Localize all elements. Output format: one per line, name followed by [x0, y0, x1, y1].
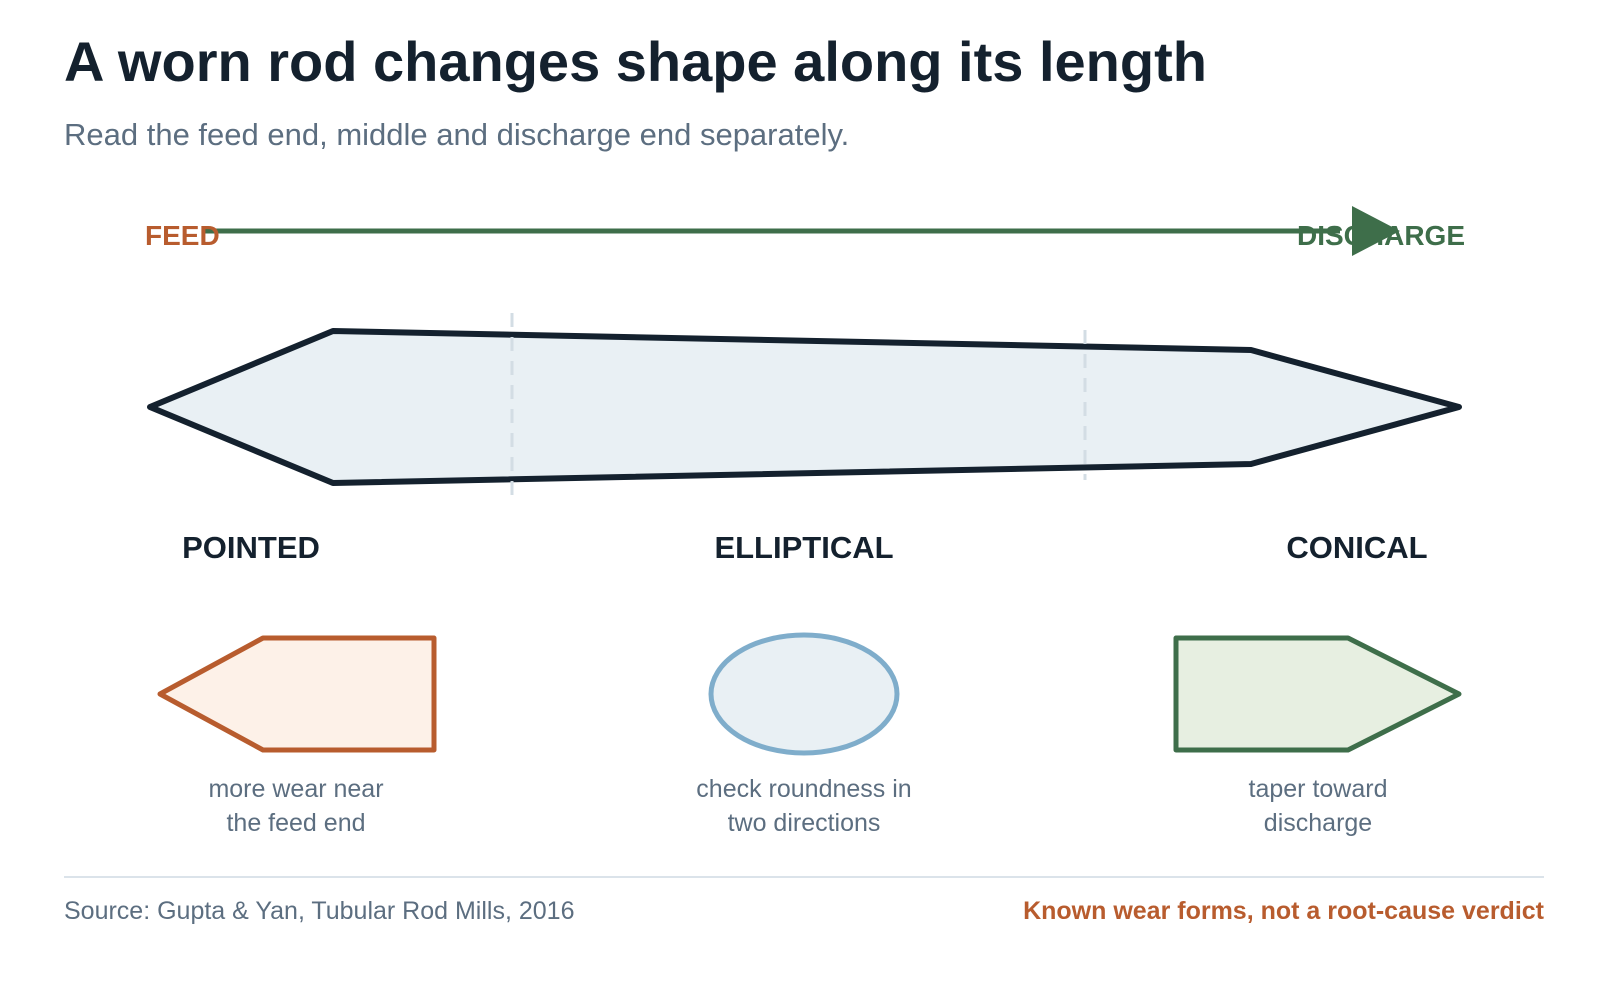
form-label-pointed: POINTED [182, 530, 320, 565]
worn-rod-shape [147, 328, 1462, 486]
pointed-note-line-1: more wear near [208, 775, 383, 803]
flow-arrowhead-icon [1352, 206, 1400, 256]
discharge-end-label: DISCHARGE [1297, 220, 1465, 251]
conical-note-line-2: discharge [1264, 809, 1372, 837]
page-subtitle: Read the feed end, middle and discharge … [64, 117, 850, 152]
footer-divider [64, 876, 1544, 878]
page-title: A worn rod changes shape along its lengt… [64, 30, 1207, 93]
conical-form-icon [1173, 635, 1462, 753]
pointed-form-icon [157, 635, 437, 753]
elliptical-form-icon [708, 632, 900, 756]
form-label-conical: CONICAL [1286, 530, 1427, 565]
caveat-note: Known wear forms, not a root-cause verdi… [1023, 897, 1544, 925]
pointed-note-line-2: the feed end [226, 809, 365, 837]
elliptical-note-line-1: check roundness in [696, 775, 911, 803]
elliptical-note-line-2: two directions [728, 809, 881, 837]
feed-end-label: FEED [145, 220, 220, 251]
form-label-elliptical: ELLIPTICAL [714, 530, 893, 565]
source-citation: Source: Gupta & Yan, Tubular Rod Mills, … [64, 897, 575, 925]
flow-direction-arrow [205, 206, 1400, 256]
conical-note-line-1: taper toward [1249, 775, 1388, 803]
